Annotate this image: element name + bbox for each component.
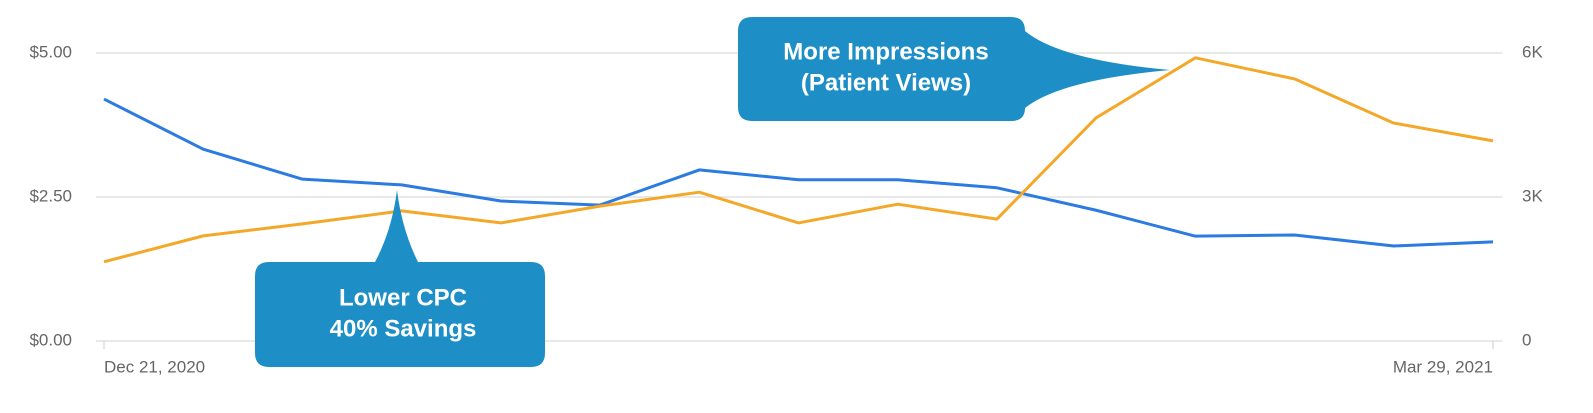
callout-text: 40% Savings [330, 315, 477, 342]
callout-text: Lower CPC [339, 284, 467, 311]
y2-tick-label: 0 [1522, 330, 1531, 349]
series-line [103, 56, 1494, 264]
x-tick-label: Mar 29, 2021 [1393, 357, 1493, 376]
y2-tick-label: 6K [1522, 42, 1543, 61]
y-tick-label: $5.00 [29, 42, 72, 61]
callout-text: (Patient Views) [801, 69, 971, 96]
series-line [103, 97, 1494, 248]
callout [738, 17, 1170, 121]
x-tick-label: Dec 21, 2020 [104, 357, 205, 376]
y-tick-label: $0.00 [29, 330, 72, 349]
callout-text: More Impressions [783, 38, 988, 65]
callout [255, 190, 545, 367]
y-tick-label: $2.50 [29, 186, 72, 205]
y2-tick-label: 3K [1522, 186, 1543, 205]
